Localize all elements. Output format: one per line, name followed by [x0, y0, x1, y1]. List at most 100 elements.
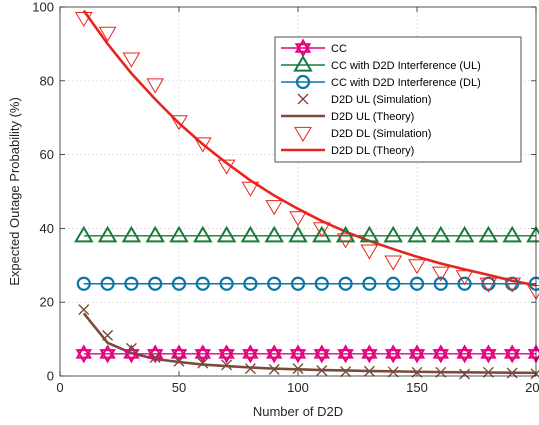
data-point	[97, 225, 118, 243]
data-point	[243, 276, 258, 291]
legend: CC CC with D2D Interference (UL) CC with D…	[274, 36, 522, 163]
data-point	[76, 276, 91, 291]
data-point	[102, 329, 114, 341]
data-point	[121, 225, 142, 243]
data-point	[292, 363, 304, 375]
data-point	[480, 344, 497, 364]
series-markers-3	[78, 304, 539, 380]
data-point	[363, 365, 375, 377]
data-point	[218, 344, 235, 364]
data-point	[359, 225, 380, 243]
data-point	[148, 276, 163, 291]
data-point	[407, 225, 427, 243]
data-point	[289, 211, 307, 227]
data-point	[383, 225, 403, 243]
series-line	[82, 9, 537, 287]
data-point	[173, 355, 185, 367]
data-point	[478, 225, 499, 243]
y-tick-label: 60	[40, 147, 54, 162]
data-point	[75, 344, 93, 364]
series-group	[74, 9, 539, 380]
series-4	[82, 312, 537, 375]
data-point	[503, 277, 522, 293]
data-point	[170, 115, 188, 131]
data-point	[240, 225, 261, 243]
data-point	[336, 233, 355, 249]
data-point	[503, 344, 521, 364]
data-point	[340, 366, 352, 378]
data-point	[454, 225, 475, 243]
legend-marker	[293, 55, 313, 72]
legend-item: CC with D2D Interference (UL)	[281, 55, 481, 72]
data-point	[409, 276, 425, 291]
data-point	[242, 344, 259, 364]
data-point	[221, 359, 233, 371]
data-point	[265, 200, 284, 216]
legend-label: D2D DL (Theory)	[331, 145, 414, 157]
y-tick-label: 40	[40, 221, 54, 236]
data-point	[431, 225, 451, 243]
data-point	[459, 368, 471, 380]
data-point	[384, 255, 403, 271]
data-point	[100, 276, 115, 291]
data-point	[431, 266, 450, 282]
y-tick-label: 80	[40, 73, 54, 88]
data-point	[313, 344, 331, 364]
data-point	[219, 276, 234, 291]
data-point	[241, 181, 260, 197]
data-point	[433, 276, 448, 291]
legend-marker	[297, 93, 309, 105]
y-tick-label: 20	[40, 295, 54, 310]
data-point	[267, 276, 282, 291]
data-point	[99, 344, 116, 364]
data-point	[197, 357, 209, 369]
x-tick-label: 200	[525, 380, 539, 395]
legend-label: D2D DL (Simulation)	[331, 128, 431, 140]
legend-box	[274, 36, 522, 163]
legend-label: CC with D2D Interference (DL)	[331, 77, 481, 89]
data-point	[216, 225, 237, 243]
legend-marker	[295, 74, 311, 90]
x-tick-labels: 0 50 100 150 200	[56, 380, 539, 395]
data-point	[195, 276, 210, 291]
data-point	[455, 270, 474, 286]
x-tick-label: 0	[56, 380, 63, 395]
data-point	[387, 366, 399, 378]
data-point	[149, 352, 161, 364]
y-tick-label: 100	[32, 0, 54, 15]
data-point	[146, 78, 165, 94]
axes-box	[59, 6, 537, 377]
x-axis-label: Number of D2D	[253, 404, 343, 419]
series-6	[82, 9, 537, 287]
legend-label: CC	[331, 43, 347, 55]
data-point	[312, 222, 331, 238]
series-markers-2	[76, 276, 539, 291]
series-line	[82, 312, 537, 375]
data-point	[193, 137, 212, 153]
legend-label: D2D UL (Simulation)	[331, 94, 431, 106]
data-point	[194, 344, 212, 364]
legend-marker	[294, 38, 312, 58]
data-point	[125, 342, 137, 354]
legend-item: D2D DL (Simulation)	[294, 126, 431, 142]
data-point	[384, 344, 402, 364]
data-point	[312, 225, 332, 243]
data-point	[268, 363, 280, 375]
data-point	[457, 276, 472, 291]
data-point	[264, 225, 284, 243]
data-point	[217, 159, 236, 175]
data-point	[265, 344, 283, 364]
data-point	[98, 26, 117, 42]
y-axis-label: Expected Outage Probability (%)	[7, 97, 22, 286]
y-tick-labels: 0 20 40 60 80 100	[32, 0, 54, 384]
data-point	[171, 276, 187, 291]
y-tick-label: 0	[47, 369, 54, 384]
series-markers-0	[75, 344, 539, 364]
data-point	[479, 277, 498, 293]
data-point	[408, 344, 426, 364]
data-point	[169, 225, 189, 243]
legend-label: CC with D2D Interference (UL)	[331, 60, 481, 72]
data-point	[289, 344, 307, 364]
data-point	[124, 276, 139, 291]
